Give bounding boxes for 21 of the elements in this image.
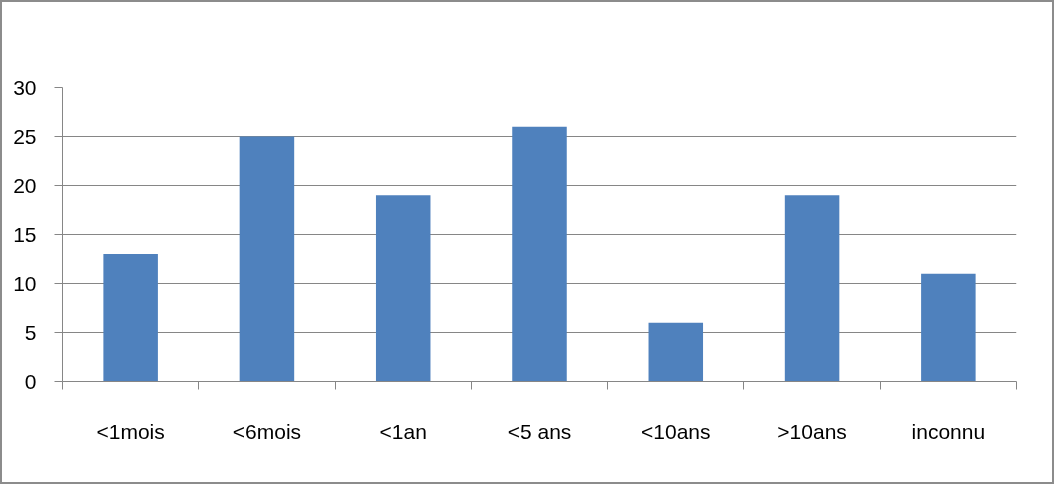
y-tick-label: 30 — [13, 75, 37, 99]
y-tick-label: 15 — [13, 222, 37, 246]
x-tick-label: <1an — [379, 419, 427, 443]
y-tick-label: 25 — [13, 124, 37, 148]
x-tick-label: <5 ans — [507, 419, 572, 443]
x-tick-label: >10ans — [777, 419, 847, 443]
y-tick-label: 0 — [24, 369, 37, 393]
bar — [921, 273, 976, 382]
x-tick-label: <6mois — [232, 419, 302, 443]
y-tick-label: 10 — [13, 271, 37, 295]
bar — [103, 254, 158, 382]
bar — [648, 322, 704, 382]
bar — [239, 136, 295, 382]
y-tick-label: 5 — [24, 320, 37, 344]
bar — [784, 195, 840, 382]
x-tick-label: <10ans — [641, 419, 711, 443]
bar — [512, 126, 567, 382]
x-tick-label: inconnu — [911, 419, 986, 443]
y-tick-label: 20 — [13, 173, 37, 197]
bar — [375, 195, 431, 382]
x-tick-label: <1mois — [96, 419, 165, 443]
